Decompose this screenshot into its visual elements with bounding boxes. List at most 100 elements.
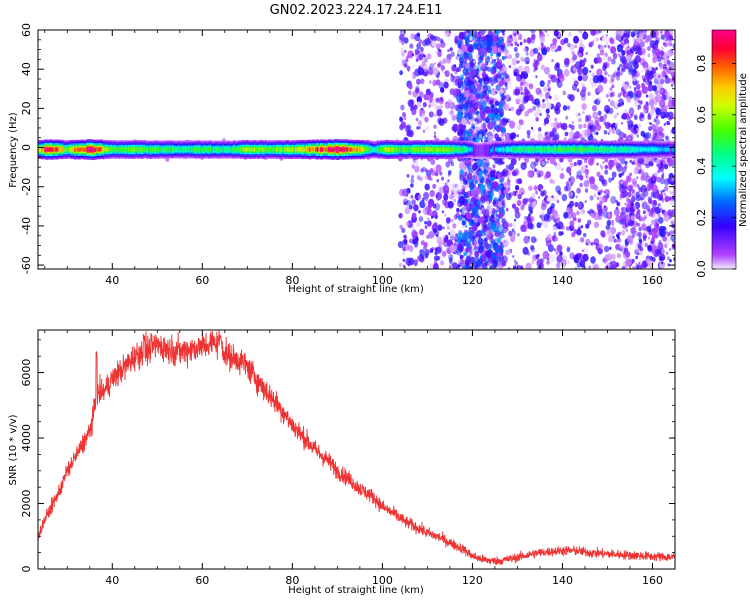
noise-blob xyxy=(632,76,637,82)
noise-blob xyxy=(647,245,653,253)
noise-blob xyxy=(406,199,412,207)
noise-blob xyxy=(472,232,476,237)
noise-blob xyxy=(544,30,548,33)
band-segment xyxy=(205,147,208,152)
noise-blob xyxy=(539,113,542,116)
band-segment xyxy=(113,147,116,152)
noise-blob xyxy=(594,116,600,124)
noise-blob xyxy=(429,199,433,205)
band-segment xyxy=(277,147,280,152)
noise-blob xyxy=(642,210,646,214)
noise-blob xyxy=(659,127,664,133)
noise-blob xyxy=(635,255,639,260)
noise-blob xyxy=(655,67,658,71)
noise-blob xyxy=(428,231,435,239)
noise-blob xyxy=(596,56,603,64)
band-segment xyxy=(141,147,145,152)
noise-blob xyxy=(457,83,462,89)
noise-blob xyxy=(422,129,426,133)
noise-blob xyxy=(530,30,536,34)
noise-blob xyxy=(537,51,541,56)
noise-blob xyxy=(482,118,486,122)
noise-blob xyxy=(641,75,645,80)
noise-blob xyxy=(633,167,640,175)
noise-blob xyxy=(523,39,527,43)
noise-blob xyxy=(459,60,463,66)
noise-blob xyxy=(457,118,461,123)
noise-blob xyxy=(455,233,459,238)
noise-blob xyxy=(526,216,532,224)
noise-blob xyxy=(405,222,409,226)
noise-blob xyxy=(499,212,504,218)
noise-blob xyxy=(596,32,599,36)
band-segment xyxy=(78,147,82,152)
noise-blob xyxy=(656,56,662,63)
noise-blob xyxy=(662,95,666,99)
band-segment xyxy=(132,147,135,152)
noise-blob xyxy=(494,174,498,179)
noise-blob xyxy=(484,242,490,250)
noise-blob xyxy=(400,57,405,63)
noise-blob xyxy=(623,38,630,46)
noise-blob xyxy=(535,190,539,195)
noise-blob xyxy=(653,221,659,229)
noise-blob xyxy=(642,78,646,83)
noise-blob xyxy=(468,121,471,125)
noise-blob xyxy=(653,190,660,199)
noise-blob xyxy=(452,223,457,229)
noise-blob xyxy=(665,74,668,79)
band-segment xyxy=(130,147,134,152)
noise-blob xyxy=(553,94,559,102)
noise-blob xyxy=(472,102,479,111)
noise-blob xyxy=(427,217,429,220)
noise-blob xyxy=(604,245,610,253)
noise-blob xyxy=(561,194,568,202)
noise-blob xyxy=(526,37,532,44)
noise-blob xyxy=(467,243,473,250)
noise-blob xyxy=(474,180,478,185)
noise-blob xyxy=(433,124,437,129)
noise-blob xyxy=(605,109,610,114)
noise-blob xyxy=(603,206,608,212)
noise-blob xyxy=(552,38,558,45)
noise-blob xyxy=(556,244,563,253)
noise-blob xyxy=(453,64,457,68)
noise-blob xyxy=(461,220,466,226)
noise-blob xyxy=(532,105,537,111)
band-segment xyxy=(208,147,211,152)
noise-blob xyxy=(623,83,629,91)
noise-blob xyxy=(629,206,635,213)
noise-blob xyxy=(491,214,495,219)
band-segment xyxy=(94,147,97,152)
noise-blob xyxy=(502,226,508,234)
noise-blob xyxy=(490,51,494,57)
noise-blob xyxy=(463,51,468,56)
noise-blob xyxy=(589,195,594,201)
band-segment xyxy=(151,147,154,152)
noise-blob xyxy=(471,179,475,183)
noise-blob xyxy=(575,195,578,199)
noise-blob xyxy=(500,44,505,51)
band-segment xyxy=(75,147,78,152)
band-segment xyxy=(138,147,142,152)
noise-blob xyxy=(497,52,502,57)
band-segment xyxy=(274,147,277,152)
noise-blob xyxy=(530,236,537,244)
noise-blob xyxy=(416,32,421,37)
noise-blob xyxy=(590,241,594,246)
noise-blob xyxy=(477,205,480,209)
noise-blob xyxy=(604,188,610,196)
noise-blob xyxy=(593,242,596,245)
noise-blob xyxy=(589,70,592,73)
noise-blob xyxy=(612,235,615,240)
band-segment xyxy=(45,147,49,152)
noise-blob xyxy=(647,114,652,120)
noise-blob xyxy=(638,90,641,93)
noise-blob xyxy=(439,171,443,176)
band-segment xyxy=(110,147,113,152)
noise-blob xyxy=(541,160,546,166)
noise-blob xyxy=(489,99,493,105)
noise-blob xyxy=(645,38,649,44)
noise-blob xyxy=(406,220,413,229)
noise-blob xyxy=(497,75,501,80)
